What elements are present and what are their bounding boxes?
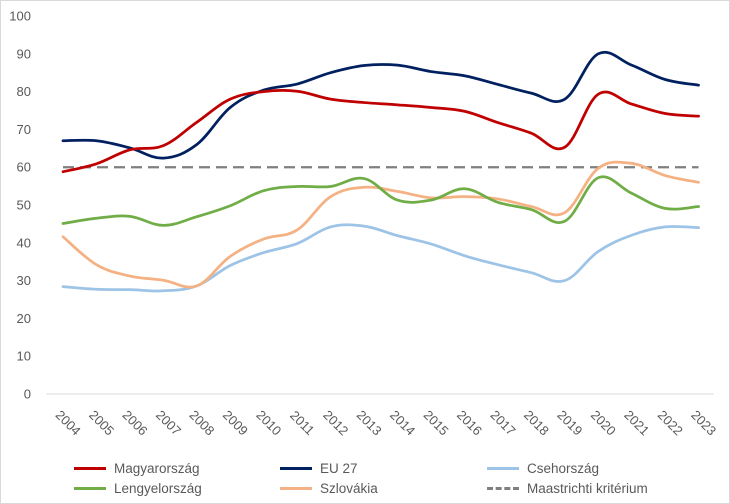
x-tick-label: 2018 <box>521 407 552 438</box>
legend-item-csehorszag: Csehország <box>487 458 599 478</box>
y-tick-label: 90 <box>17 46 31 61</box>
legend-label-eu27: EU 27 <box>320 460 358 476</box>
y-tick-label: 80 <box>17 84 31 99</box>
legend-item-lengyelorszag: Lengyelország <box>74 478 202 498</box>
legend-swatch-lengyelorszag <box>74 486 106 490</box>
y-tick-label: 70 <box>17 122 31 137</box>
x-tick-label: 2019 <box>554 407 585 438</box>
y-tick-label: 0 <box>24 387 31 402</box>
y-axis: 0 10 20 30 40 50 60 70 80 90 100 <box>9 9 31 402</box>
y-tick-label: 20 <box>17 311 31 326</box>
x-tick-label: 2017 <box>488 407 519 438</box>
x-tick-label: 2021 <box>621 407 652 438</box>
x-tick-label: 2014 <box>387 407 418 438</box>
x-tick-label: 2016 <box>454 407 485 438</box>
y-tick-label: 50 <box>17 198 31 213</box>
y-tick-label: 100 <box>9 9 31 24</box>
legend: Magyarország EU 27 Csehország Lengyelors… <box>0 448 730 498</box>
x-tick-label: 2020 <box>588 407 619 438</box>
y-tick-label: 40 <box>17 235 31 250</box>
x-tick-label: 2010 <box>253 407 284 438</box>
series-line-eu <box>61 50 700 160</box>
legend-label-szlovakia: Szlovákia <box>320 480 378 496</box>
x-tick-label: 2006 <box>120 407 151 438</box>
legend-swatch-szlovakia <box>280 486 312 490</box>
legend-swatch-eu27 <box>280 466 312 470</box>
series-line-hu <box>61 88 700 174</box>
legend-label-csehorszag: Csehország <box>527 460 600 476</box>
x-tick-label: 2008 <box>186 407 217 438</box>
x-tick-label: 2005 <box>86 407 117 438</box>
series-layer <box>61 50 700 293</box>
x-tick-label: 2009 <box>220 407 251 438</box>
y-tick-label: 30 <box>17 273 31 288</box>
x-tick-label: 2011 <box>287 408 317 438</box>
legend-item-magyarorszag: Magyarország <box>74 458 200 478</box>
legend-swatch-csehorszag <box>487 466 519 470</box>
x-tick-label: 2023 <box>688 407 719 438</box>
legend-swatch-magyarorszag <box>74 466 106 470</box>
series-line-pl <box>61 175 700 227</box>
legend-label-lengyelorszag: Lengyelország <box>114 480 202 496</box>
legend-item-maastrichti-kriterium: Maastrichti kritérium <box>487 478 648 498</box>
y-tick-label: 10 <box>17 349 31 364</box>
y-tick-label: 60 <box>17 160 31 175</box>
x-tick-label: 2004 <box>53 407 84 438</box>
x-axis: 2004 2005 2006 2007 2008 2009 2010 2011 2012 2013… <box>46 393 719 438</box>
legend-item-eu27: EU 27 <box>280 458 358 478</box>
x-tick-label: 2022 <box>655 407 686 438</box>
legend-swatch-maastrichti-kriterium <box>487 486 519 490</box>
x-tick-label: 2015 <box>421 407 452 438</box>
x-tick-label: 2007 <box>153 407 184 438</box>
legend-item-szlovakia: Szlovákia <box>280 478 378 498</box>
x-tick-label: 2012 <box>320 407 351 438</box>
x-tick-label: 2013 <box>354 407 385 438</box>
series-line-cz <box>61 223 700 293</box>
legend-label-maastrichti-kriterium: Maastrichti kritérium <box>527 480 648 496</box>
legend-label-magyarorszag: Magyarország <box>114 460 200 476</box>
